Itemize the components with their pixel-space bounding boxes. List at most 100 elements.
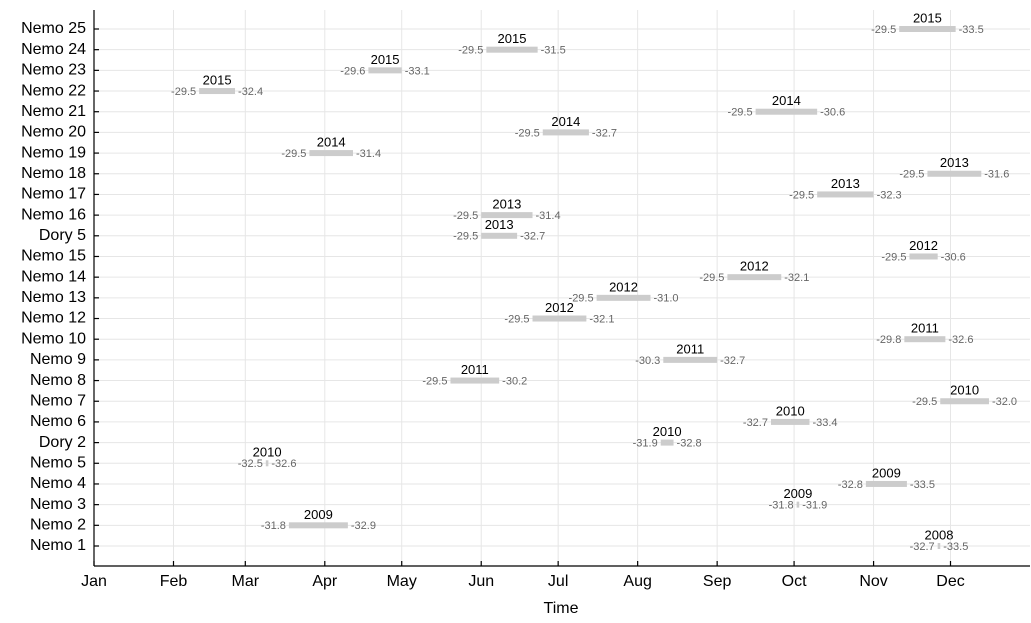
bar [265,460,269,467]
start-value-label: -31.8 [769,500,794,512]
end-value-label: -32.1 [589,313,614,325]
bar [663,356,718,363]
start-value-label: -29.5 [504,313,529,325]
end-value-label: -31.6 [984,169,1009,181]
y-tick-label: Nemo 8 [30,372,86,389]
bar [660,439,674,446]
end-value-label: -32.7 [720,355,745,367]
bar [865,480,907,487]
bar [542,129,589,136]
end-value-label: -32.7 [520,231,545,243]
end-value-label: -32.6 [271,458,296,470]
start-value-label: -31.8 [261,520,286,532]
x-tick-label: Oct [782,573,807,590]
year-label: 2015 [498,31,527,46]
start-value-label: -29.5 [699,272,724,284]
year-label: 2009 [872,465,901,480]
x-tick-label: Apr [312,573,338,590]
year-label: 2009 [783,486,812,501]
end-value-label: -32.9 [351,520,376,532]
bar [796,501,800,508]
bar [309,150,354,157]
end-value-label: -31.9 [802,500,827,512]
bar [899,26,956,32]
end-value-label: -30.2 [502,375,527,387]
y-tick-label: Nemo 14 [21,268,86,285]
year-label: 2014 [772,93,801,108]
year-label: 2011 [911,321,939,336]
end-value-label: -30.6 [820,107,845,119]
year-label: 2010 [776,403,805,418]
y-tick-label: Nemo 18 [21,165,86,182]
x-tick-label: Jun [468,573,494,590]
start-value-label: -29.5 [789,189,814,201]
y-tick-label: Nemo 2 [30,517,86,534]
bar [904,336,946,343]
start-value-label: -29.5 [171,86,196,98]
bar [596,294,651,301]
start-value-label: -29.5 [453,210,478,222]
x-tick-label: Sep [703,573,732,590]
bar [199,88,236,95]
year-label: 2014 [551,114,580,129]
year-label: 2011 [676,341,704,356]
y-tick-label: Nemo 1 [30,537,86,554]
year-label: 2008 [925,527,954,542]
bar [368,67,402,74]
start-value-label: -29.5 [458,45,483,57]
end-value-label: -32.7 [592,127,617,139]
start-value-label: -29.5 [912,396,937,408]
year-label: 2015 [371,52,400,67]
bar [532,315,587,322]
y-tick-label: Nemo 9 [30,351,86,368]
year-label: 2013 [940,155,969,170]
y-tick-label: Nemo 16 [21,206,86,223]
end-value-label: -33.4 [812,417,837,429]
y-tick-label: Nemo 23 [21,62,86,79]
end-value-label: -32.8 [677,438,702,450]
x-tick-label: May [387,573,417,590]
end-value-label: -33.5 [943,541,968,553]
start-value-label: -29.5 [728,107,753,119]
year-label: 2010 [653,424,682,439]
bar [937,543,941,549]
start-value-label: -32.7 [743,417,768,429]
y-tick-label: Nemo 15 [21,248,86,265]
x-tick-label: Feb [160,573,188,590]
y-tick-label: Nemo 7 [30,392,86,409]
year-label: 2012 [545,300,574,315]
start-value-label: -30.3 [635,355,660,367]
bar [755,108,818,115]
y-tick-label: Nemo 20 [21,124,86,141]
bar [481,232,518,239]
year-label: 2015 [203,72,232,87]
year-label: 2011 [461,362,489,377]
year-label: 2013 [485,217,514,232]
end-value-label: -30.6 [941,251,966,263]
x-axis-label: Time [544,600,579,617]
x-tick-label: Dec [936,573,964,590]
y-tick-label: Nemo 21 [21,103,86,120]
end-value-label: -31.4 [356,148,381,160]
bar [909,253,938,260]
x-tick-label: Aug [623,573,651,590]
end-value-label: -33.1 [405,65,430,77]
year-label: 2012 [909,238,938,253]
y-tick-label: Nemo 6 [30,413,86,430]
start-value-label: -29.5 [422,375,447,387]
end-value-label: -32.0 [992,396,1017,408]
x-tick-label: Nov [859,573,887,590]
end-value-label: -31.5 [541,45,566,57]
year-label: 2012 [740,259,769,274]
year-label: 2012 [609,279,638,294]
bar [450,377,500,384]
year-label: 2015 [913,10,942,25]
year-label: 2014 [317,135,346,150]
end-value-label: -31.4 [536,210,561,222]
start-value-label: -32.8 [838,479,863,491]
end-value-label: -32.6 [948,334,973,346]
x-tick-label: Jul [548,573,568,590]
year-label: 2009 [304,507,333,522]
start-value-label: -29.5 [453,231,478,243]
